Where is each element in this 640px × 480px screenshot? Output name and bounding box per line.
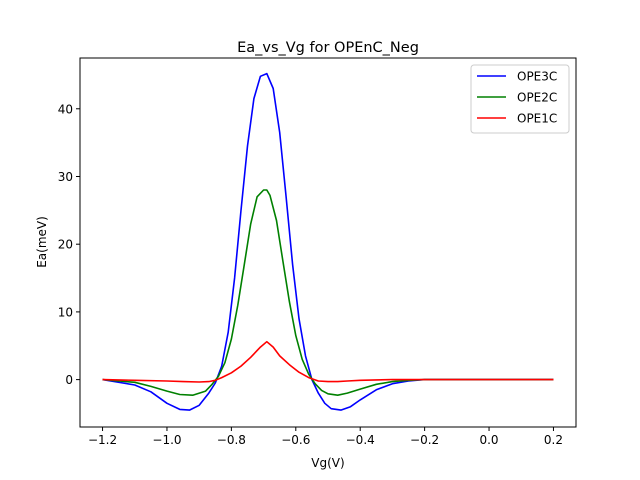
y-tick-label: 30 xyxy=(58,170,73,184)
x-tick-label: −0.2 xyxy=(410,433,439,447)
legend-label-ope1c: OPE1C xyxy=(517,112,557,126)
y-tick-label: 40 xyxy=(58,102,73,116)
x-tick-label: −0.6 xyxy=(281,433,310,447)
y-axis-label: Ea(meV) xyxy=(35,216,49,268)
y-axis: 0 10 20 30 40 xyxy=(58,102,80,387)
series-line-ope1c xyxy=(102,340,554,383)
x-tick-label: −0.4 xyxy=(346,433,375,447)
legend-box xyxy=(470,64,570,134)
chart-title: Ea_vs_Vg for OPEnC_Neg xyxy=(237,40,419,56)
plot-frame xyxy=(79,57,577,428)
x-tick-label: −0.8 xyxy=(217,433,246,447)
x-tick-label: −1.0 xyxy=(152,433,181,447)
x-axis-label: Vg(V) xyxy=(311,456,344,470)
x-tick-label: 0.2 xyxy=(544,433,563,447)
y-tick-label: 10 xyxy=(58,305,73,319)
x-tick-label: −1.2 xyxy=(88,433,117,447)
y-tick-label: 20 xyxy=(58,238,73,252)
legend: OPE3C OPE2C OPE1C xyxy=(470,64,570,134)
series-line-ope2c xyxy=(102,189,554,397)
series-line-ope3c xyxy=(102,72,554,411)
legend-label-ope3c: OPE3C xyxy=(517,70,557,84)
legend-label-ope2c: OPE2C xyxy=(517,91,557,105)
series-layer xyxy=(102,72,554,411)
y-tick-label: 0 xyxy=(65,373,73,387)
x-axis: −1.2 −1.0 −0.8 −0.6 −0.4 −0.2 0.0 0.2 xyxy=(88,427,563,447)
x-tick-label: 0.0 xyxy=(479,433,498,447)
